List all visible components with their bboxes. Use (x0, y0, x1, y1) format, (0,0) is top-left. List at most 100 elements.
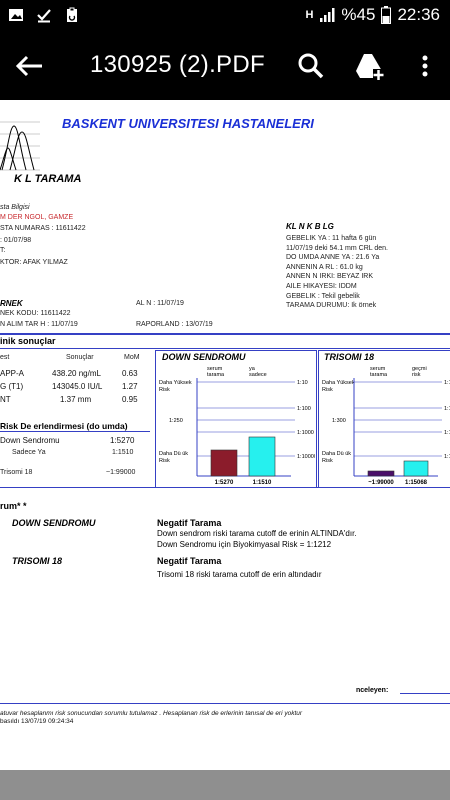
more-options-icon[interactable] (410, 50, 440, 82)
divider (0, 348, 450, 349)
result-line: Down Sendromu için Biyokimyasal Risk = 1… (157, 540, 332, 549)
sample-date: N ALIM TAR H : 11/07/19 (0, 321, 78, 328)
clinical-info-line: 11/07/19 deki 54.1 mm CRL den. (286, 244, 388, 252)
chart-col-serum: tarama (207, 372, 225, 378)
table-row-test: APP-A (0, 369, 25, 378)
chart-col-age: geçmi (412, 366, 427, 372)
risk-label: Trisomi 18 (0, 469, 33, 476)
chart-tick-label: 1:10 (444, 380, 450, 386)
table-row-result: 438.20 ng/mL (52, 369, 101, 378)
table-row-test: G (T1) (0, 382, 24, 391)
table-row-result: 143045.0 IU/L (52, 382, 103, 391)
table-row-mom: 0.63 (122, 369, 138, 378)
chart-tick-label: 1:10000 (297, 454, 315, 460)
clipboard-icon (67, 7, 77, 22)
signal-icon (320, 8, 335, 22)
trisomy-chart-title: TRISOMI 18 (324, 352, 375, 362)
chart-low-label: Daha Dü ük (159, 451, 188, 457)
chart-low-label: Risk (159, 458, 170, 464)
clinical-info-line: ANNENIN A RL : 61.0 kg (286, 263, 363, 271)
result-line: Trisomi 18 riski tarama cutoff de erin a… (157, 570, 322, 579)
disclaimer-note: atuvar hesaplanmı risk sonucundan soruml… (0, 710, 303, 717)
chart-col-age: ya (249, 366, 256, 372)
clinical-info-list: GEBELIK YA : 11 hafta 6 gün 11/07/19 dek… (286, 234, 388, 311)
result-line: Down sendrom riski tarama cutoff de erin… (157, 529, 357, 538)
print-date: basıldı 13/07/19 09:24:34 (0, 718, 74, 725)
clinical-info-line: GEBELIK : Tekil gebelik (286, 292, 360, 300)
chart-tick-label: 1:1000 (297, 430, 314, 436)
result-name-trisomy: TRISOMI 18 (12, 556, 63, 566)
file-number: STA NUMARAS : 11611422 (0, 225, 86, 232)
chart-tick-label: 1:10000 (444, 454, 450, 460)
birth-date: : 01/07/98 (0, 237, 32, 244)
signature-line (400, 693, 450, 694)
risk-title: Risk De erlendirmesi (do umda) (0, 421, 128, 431)
table-header-test: est (0, 354, 10, 361)
clinical-info-line: TARAMA DURUMU: Ik örnek (286, 302, 377, 310)
table-row-mom: 1.27 (122, 382, 138, 391)
document-title: 130925 (2).PDF (90, 51, 265, 78)
accept-date: AL N : 11/07/19 (136, 300, 184, 307)
risk-value: 1:5270 (110, 436, 135, 445)
result-status-trisomy: Negatif Tarama (157, 556, 222, 566)
chart-col-age: risk (412, 372, 421, 378)
chart-cutoff-label: 1:300 (332, 418, 346, 424)
table-row-test: NT (0, 395, 11, 404)
chart-bar-label: 1:5270 (215, 480, 234, 486)
risk-label: Sadece Ya (12, 449, 46, 456)
clinical-info-line: ANNEN N IRKI: BEYAZ IRK (286, 273, 373, 281)
clinical-info-title: KL N K B LG (286, 222, 334, 231)
risk-value: ~1:99000 (106, 469, 136, 476)
chart-low-label: Risk (322, 458, 333, 464)
app-bar: 130925 (2).PDF (0, 32, 450, 100)
chart-high-label: Risk (159, 387, 170, 393)
report-date: RAPORLAND : 13/07/19 (136, 321, 213, 328)
battery-icon (381, 6, 392, 24)
chart-col-serum: serum (207, 366, 223, 372)
program-title: K L TARAMA (14, 173, 82, 185)
field-t: T: (0, 247, 6, 254)
table-header-mom: MoM (124, 354, 140, 361)
sample-title: RNEK (0, 299, 23, 308)
navigation-bar-area (0, 770, 450, 800)
back-arrow-icon[interactable] (14, 52, 44, 80)
hospital-name: BASKENT UNIVERSITESI HASTANELERI (62, 116, 314, 131)
chart-bar (367, 470, 395, 477)
result-status-down: Negatif Tarama (157, 518, 222, 528)
chart-tick-label: 1:100 (444, 406, 450, 412)
chart-low-label: Daha Dü ük (322, 451, 351, 457)
patient-name: M DER NGOL, GAMZE (0, 214, 74, 221)
reviewer-label: nceleyen: (356, 687, 389, 694)
chart-bar (403, 460, 429, 477)
sample-code: NEK KODU: 11611422 (0, 310, 71, 317)
chart-bar (210, 449, 238, 477)
drive-add-icon[interactable] (354, 50, 384, 82)
chart-col-serum: tarama (370, 372, 388, 378)
image-notification-icon (9, 9, 23, 21)
search-icon[interactable] (296, 50, 326, 82)
chart-tick-label: 1:10 (297, 380, 308, 386)
clinical-info-line: GEBELIK YA : 11 hafta 6 gün (286, 235, 377, 242)
patient-info-label: sta Bilgisi (0, 204, 30, 211)
chart-high-label: Daha Yüksek (159, 380, 192, 386)
divider (0, 431, 150, 432)
table-header-result: Sonuçlar (66, 354, 94, 361)
clinical-info-line: AILE HIKAYESI: IDDM (286, 282, 357, 290)
chart-tick-label: 1:1000 (444, 430, 450, 436)
doctor-name: KTOR: AFAK YILMAZ (0, 259, 68, 266)
chart-high-label: Risk (322, 387, 333, 393)
status-bar: H %45 22:36 (0, 0, 450, 32)
pdf-page[interactable]: BASKENT UNIVERSITESI HASTANELERI K L TAR… (0, 100, 450, 800)
battery-percent: %45 (341, 5, 376, 24)
divider (0, 333, 450, 335)
down-chart-title: DOWN SENDROMU (162, 352, 246, 362)
chart-col-serum: serum (370, 366, 386, 372)
chart-tick-label: 1:100 (297, 406, 311, 412)
chart-bar-label: 1:1510 (253, 480, 272, 486)
comment-title: rum* * (0, 501, 27, 511)
screening-logo-icon (0, 121, 40, 171)
download-done-icon (37, 9, 51, 23)
chart-col-age: sadece (249, 372, 267, 378)
